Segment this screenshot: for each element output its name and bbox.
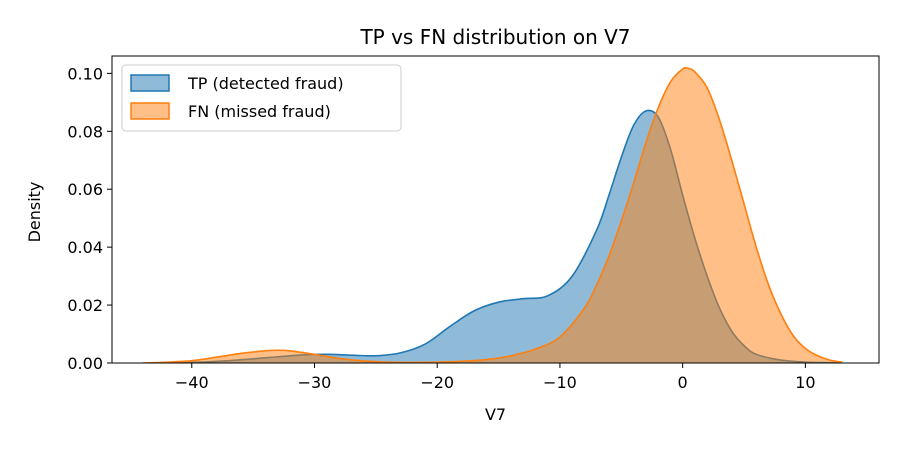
y-tick-label: 0.02 (67, 296, 103, 315)
y-axis-label: Density (25, 182, 44, 243)
y-tick-label: 0.00 (67, 354, 103, 373)
legend-swatch-1 (130, 74, 170, 92)
axes-frame (111, 55, 880, 364)
y-tick-label: 0.10 (67, 64, 103, 83)
y-tick-label: 0.06 (67, 180, 103, 199)
y-tick-label: 0.08 (67, 122, 103, 141)
plot-area (142, 66, 843, 363)
legend-label-1: TP (detected fraud) (187, 74, 344, 93)
chart-title: TP vs FN distribution on V7 (359, 25, 630, 49)
x-tick-label: −30 (298, 373, 332, 392)
legend-swatch-2 (130, 102, 170, 120)
legend-label-2: FN (missed fraud) (188, 102, 331, 121)
series-2-line (142, 66, 843, 363)
axes: −40 −30 −20 −10 0 10 0.00 0.02 0.04 0.06 0.08 0.10 (67, 55, 880, 392)
y-tick-label: 0.04 (67, 238, 103, 257)
series-2-area (142, 67, 843, 363)
x-tick-label: −20 (420, 373, 454, 392)
legend-box (121, 64, 402, 132)
x-tick-label: −40 (175, 373, 209, 392)
x-tick-label: 0 (678, 373, 688, 392)
x-tick-label: −10 (543, 373, 577, 392)
x-tick-label: 10 (795, 373, 815, 392)
x-axis-label: V7 (485, 405, 506, 424)
legend: TP (detected fraud) FN (missed fraud) (121, 64, 402, 132)
